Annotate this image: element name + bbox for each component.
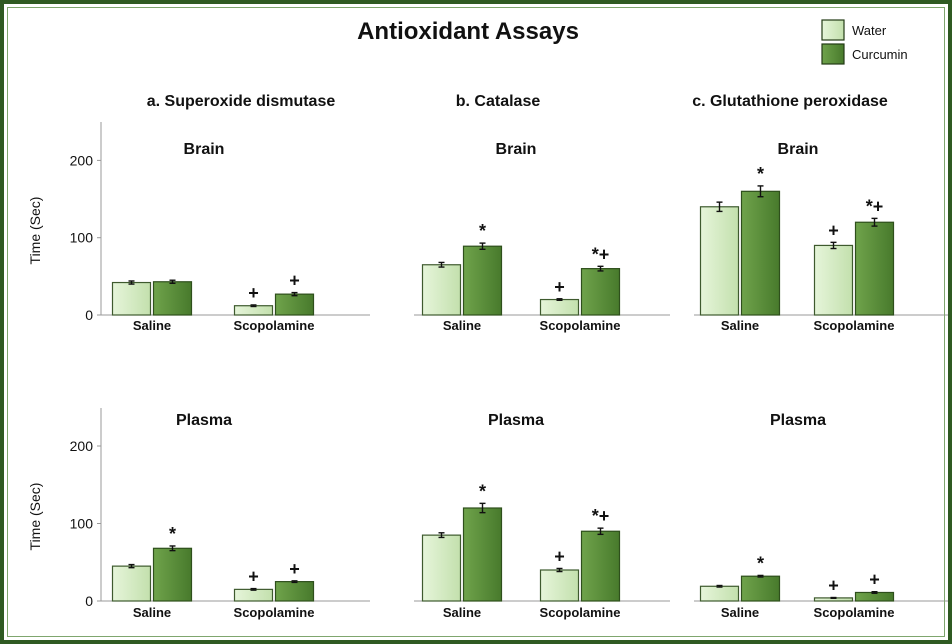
- y-tick-label: 0: [85, 593, 93, 609]
- bar-curcumin: [740, 190, 781, 316]
- y-axis-label: Time (Sec): [27, 197, 43, 265]
- category-label: Saline: [133, 605, 171, 620]
- bar-curcumin: [152, 547, 193, 602]
- legend-swatch-curcumin: [821, 43, 845, 65]
- panel-subtitle: Plasma: [176, 412, 232, 429]
- y-axis-row-2: 0 100 200 Time (Sec): [27, 408, 102, 609]
- significance-mark: *+: [592, 244, 610, 264]
- bar-curcumin: [580, 530, 621, 602]
- significance-mark: *: [479, 221, 486, 241]
- legend-swatch-water: [821, 19, 845, 41]
- bar-water: [699, 206, 740, 316]
- y-tick-label: 200: [70, 438, 94, 454]
- significance-mark: *: [479, 481, 486, 501]
- category-label: Saline: [443, 318, 481, 333]
- bar-water: [421, 264, 462, 316]
- bar-water: [111, 281, 152, 316]
- significance-mark: +: [289, 271, 300, 291]
- column-header-1: a. Superoxide dismutase: [147, 93, 336, 110]
- significance-mark: *: [757, 553, 764, 573]
- category-label: Scopolamine: [540, 605, 621, 620]
- category-label: Saline: [133, 318, 171, 333]
- column-header-3: c. Glutathione peroxidase: [692, 93, 888, 110]
- bar-water: [699, 585, 740, 602]
- significance-mark: +: [289, 559, 300, 579]
- panel-subtitle: Brain: [184, 141, 225, 158]
- significance-mark: *+: [866, 196, 884, 216]
- legend-label-water: Water: [852, 23, 887, 38]
- bar-curcumin: [740, 575, 781, 602]
- chart-title: Antioxidant Assays: [357, 18, 579, 45]
- column-header-2: b. Catalase: [456, 93, 541, 110]
- bar-curcumin: [462, 245, 503, 316]
- y-tick-label: 100: [70, 516, 94, 532]
- bar-curcumin: [854, 221, 895, 316]
- y-tick-label: 200: [70, 152, 94, 168]
- category-label: Scopolamine: [540, 318, 621, 333]
- panels: a. Superoxide dismutase b. Catalase c. Glu…: [27, 93, 948, 620]
- significance-mark: +: [828, 576, 839, 596]
- significance-mark: *: [169, 524, 176, 544]
- y-tick-label: 100: [70, 230, 94, 246]
- panel-subtitle: Brain: [496, 141, 537, 158]
- category-label: Saline: [721, 318, 759, 333]
- bar-curcumin: [274, 293, 315, 316]
- category-label: Scopolamine: [234, 605, 315, 620]
- significance-mark: *+: [592, 506, 610, 526]
- bar-water: [421, 534, 462, 602]
- y-axis-row-1: 0 100 200 Time (Sec): [27, 122, 102, 323]
- bar-water: [813, 244, 854, 316]
- significance-mark: +: [554, 277, 565, 297]
- bar-water: [539, 298, 580, 316]
- significance-mark: +: [869, 570, 880, 590]
- legend: Water Curcumin: [821, 19, 908, 65]
- bar-curcumin: [274, 581, 315, 602]
- panel-subtitle: Brain: [778, 141, 819, 158]
- bar-curcumin: [462, 507, 503, 602]
- significance-mark: +: [248, 567, 259, 587]
- panel-subtitle: Plasma: [770, 412, 826, 429]
- category-label: Saline: [721, 605, 759, 620]
- y-tick-label: 0: [85, 307, 93, 323]
- bar-water: [539, 569, 580, 602]
- category-label: Saline: [443, 605, 481, 620]
- bar-curcumin: [580, 268, 621, 316]
- panel-subtitle: Plasma: [488, 412, 544, 429]
- category-label: Scopolamine: [814, 605, 895, 620]
- significance-mark: *: [757, 164, 764, 184]
- significance-mark: +: [554, 546, 565, 566]
- legend-label-curcumin: Curcumin: [852, 47, 908, 62]
- panel-plasma-1: Plasma Saline Scopolamine * + +: [101, 412, 370, 620]
- category-label: Scopolamine: [234, 318, 315, 333]
- bar-curcumin: [152, 281, 193, 316]
- bar-water: [233, 588, 274, 602]
- antioxidant-chart: Antioxidant Assays Water Curcumin a. Supe…: [27, 18, 948, 620]
- panel-brain-1: Brain Saline Scopolamine + +: [101, 141, 370, 333]
- y-axis-label: Time (Sec): [27, 483, 43, 551]
- category-label: Scopolamine: [814, 318, 895, 333]
- significance-mark: +: [248, 283, 259, 303]
- panel-plasma-3: Plasma Saline Scopolamine * + +: [694, 412, 948, 620]
- significance-mark: +: [828, 220, 839, 240]
- bar-water: [111, 565, 152, 602]
